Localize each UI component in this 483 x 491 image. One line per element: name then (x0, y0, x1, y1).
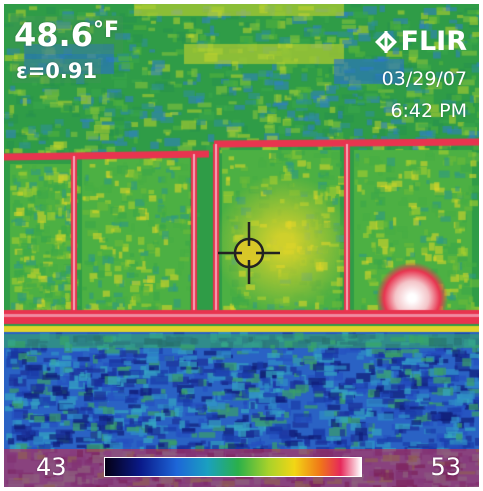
time-label: 6:42 PM (390, 100, 467, 122)
scale-min-label: 43 (36, 453, 67, 481)
date-label: 03/29/07 (381, 68, 467, 90)
emissivity-label: ε=0.91 (12, 59, 102, 83)
crosshair-icon (218, 222, 280, 284)
temperature-value: 48.6 (14, 16, 93, 54)
thermal-image: 48.6°F ε=0.91 FLIR 03/29/07 6:42 PM 43 5… (4, 4, 479, 487)
scale-max-label: 53 (430, 453, 461, 481)
flir-logo: FLIR (374, 26, 468, 57)
flir-logo-text: FLIR (400, 26, 468, 57)
temperature-scale (4, 449, 479, 487)
temperature-unit: °F (92, 18, 119, 43)
flir-diamond-icon (374, 30, 397, 53)
temperature-readout: 48.6°F (10, 16, 123, 54)
palette-gradient-bar (104, 457, 362, 477)
